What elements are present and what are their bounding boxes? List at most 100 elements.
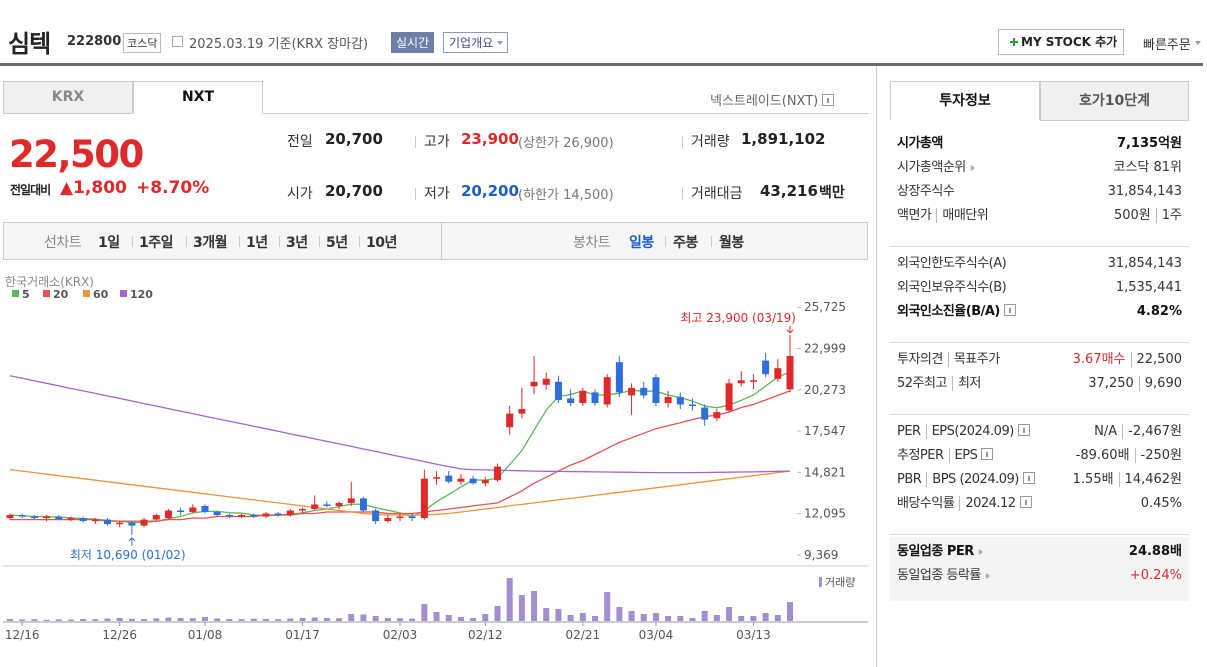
stat-label: 거래량 bbox=[691, 134, 730, 150]
volume-bar bbox=[762, 613, 769, 621]
help-icon[interactable] bbox=[1022, 472, 1035, 484]
volume-bar bbox=[397, 618, 403, 621]
help-icon[interactable] bbox=[1019, 496, 1032, 508]
candle-body bbox=[615, 362, 623, 393]
period-button[interactable]: 3개월 bbox=[193, 235, 228, 251]
period-button[interactable]: 1년 bbox=[246, 235, 268, 251]
overview-dropdown[interactable]: 기업개요 bbox=[443, 32, 509, 53]
value-part: 1주 bbox=[1155, 208, 1182, 223]
info-row: PER EPS(2024.09) N/A -2,467원 bbox=[897, 422, 1182, 442]
divider bbox=[890, 246, 1189, 247]
x-tick-label: 01/17 bbox=[285, 628, 320, 642]
help-icon[interactable] bbox=[1017, 424, 1030, 436]
stat-label: 시가 bbox=[287, 186, 313, 202]
label-part: PER bbox=[897, 424, 921, 439]
venue-tab[interactable]: NXT bbox=[133, 81, 263, 114]
stat-note: (하한가 14,500) bbox=[518, 188, 614, 203]
info-row: 외국인한도주식수(A) 31,854,143 bbox=[897, 254, 1182, 274]
candle-body bbox=[79, 518, 87, 522]
candle-body bbox=[286, 510, 294, 516]
info-group: 시가총액 7,135억원 시가총액순위 코스닥 81위 상장주식수 31,854,143 액… bbox=[890, 134, 1189, 236]
volume-bar bbox=[80, 619, 87, 621]
period-button[interactable]: 3년 bbox=[286, 235, 308, 251]
volume-bar bbox=[311, 617, 318, 621]
volume-bar bbox=[494, 606, 501, 621]
ma-line bbox=[9, 375, 791, 474]
period-button[interactable]: 10년 bbox=[366, 235, 397, 251]
quick-order[interactable]: 빠른주문 bbox=[1143, 34, 1201, 53]
volume-bar bbox=[543, 608, 550, 621]
arrow-icon[interactable] bbox=[978, 549, 986, 555]
label-part: 매매단위 bbox=[936, 208, 989, 223]
info-label: 시가총액순위 bbox=[897, 158, 978, 178]
separator bbox=[682, 188, 683, 200]
candle-body bbox=[749, 380, 757, 382]
volume-bar bbox=[482, 614, 489, 621]
legend-label: 5 bbox=[22, 288, 30, 301]
period-button[interactable]: 일봉 bbox=[629, 235, 654, 251]
realtime-button[interactable]: 실시간 bbox=[391, 32, 435, 53]
candle-body bbox=[189, 507, 197, 513]
current-price: 22,500 bbox=[9, 133, 144, 176]
x-tick-label: 03/13 bbox=[736, 628, 771, 642]
arrow-icon[interactable] bbox=[970, 165, 978, 171]
arrow bbox=[128, 537, 136, 546]
label-part: 2024.12 bbox=[959, 496, 1016, 511]
venue-tab[interactable]: KRX bbox=[3, 81, 133, 114]
candle-body bbox=[579, 390, 587, 403]
period-button[interactable]: 주봉 bbox=[673, 235, 698, 251]
value-part: 1.55배 bbox=[1072, 472, 1114, 487]
stat-value: 20,200 bbox=[461, 182, 519, 200]
volume-bar bbox=[579, 613, 586, 621]
candle-body bbox=[116, 522, 124, 525]
candle-body bbox=[640, 387, 648, 396]
value-part: 코스닥 81위 bbox=[1113, 160, 1182, 175]
legend-swatch bbox=[120, 290, 127, 297]
candle-body bbox=[311, 504, 319, 509]
candle-body bbox=[299, 508, 306, 511]
info-group: 투자의견 목표주가 3.67매수 22,500 52주최고 최저 37,250 9,690 bbox=[890, 350, 1189, 404]
volume-bar bbox=[567, 615, 574, 621]
label-part: 시가총액 bbox=[897, 136, 943, 151]
info-group: 동일업종 PER 24.88배 동일업종 등락률 +0.24% bbox=[890, 537, 1189, 601]
legend-swatch bbox=[819, 577, 822, 587]
info-label: 52주최고 최저 bbox=[897, 374, 981, 394]
volume-bar bbox=[689, 618, 696, 621]
info-label: PER EPS(2024.09) bbox=[897, 422, 1030, 442]
arrow-icon[interactable] bbox=[985, 573, 993, 579]
stat-label: 저가 bbox=[424, 186, 450, 202]
help-icon[interactable] bbox=[1003, 304, 1016, 316]
candle-body bbox=[18, 515, 26, 517]
candle-body bbox=[140, 519, 148, 526]
info-value: 31,854,143 bbox=[1108, 182, 1182, 202]
chart-toolbar bbox=[3, 222, 868, 260]
separator bbox=[319, 236, 320, 247]
candle-body bbox=[30, 516, 38, 519]
mystock-button[interactable]: MY STOCK 추가 bbox=[998, 29, 1124, 55]
info-value: 3.67매수 22,500 bbox=[1073, 350, 1182, 370]
help-icon[interactable] bbox=[981, 448, 994, 460]
stat-value: 1,891,102 bbox=[741, 130, 826, 148]
period-button[interactable]: 1일 bbox=[98, 235, 120, 251]
volume-bar bbox=[713, 615, 720, 621]
volume-bar bbox=[457, 617, 464, 621]
volume-bar bbox=[238, 619, 245, 621]
calendar-icon bbox=[172, 36, 183, 47]
candle-body bbox=[664, 396, 672, 403]
help-icon[interactable] bbox=[822, 94, 835, 106]
divider bbox=[263, 113, 868, 114]
info-tab[interactable]: 호가10단계 bbox=[1040, 81, 1189, 121]
candle-body bbox=[359, 498, 367, 511]
volume-bar bbox=[202, 617, 208, 621]
venue-label: 넥스트레이드(NXT) bbox=[710, 90, 835, 109]
candle-body bbox=[701, 407, 709, 420]
period-button[interactable]: 월봉 bbox=[719, 235, 744, 251]
info-tab[interactable]: 투자정보 bbox=[890, 81, 1040, 121]
candle-body bbox=[274, 513, 282, 516]
divider bbox=[441, 222, 442, 260]
period-button[interactable]: 5년 bbox=[326, 235, 348, 251]
candle-body bbox=[128, 522, 136, 526]
volume-bar bbox=[518, 595, 525, 621]
market-badge: 코스닥 bbox=[123, 33, 162, 53]
period-button[interactable]: 1주일 bbox=[139, 235, 174, 251]
